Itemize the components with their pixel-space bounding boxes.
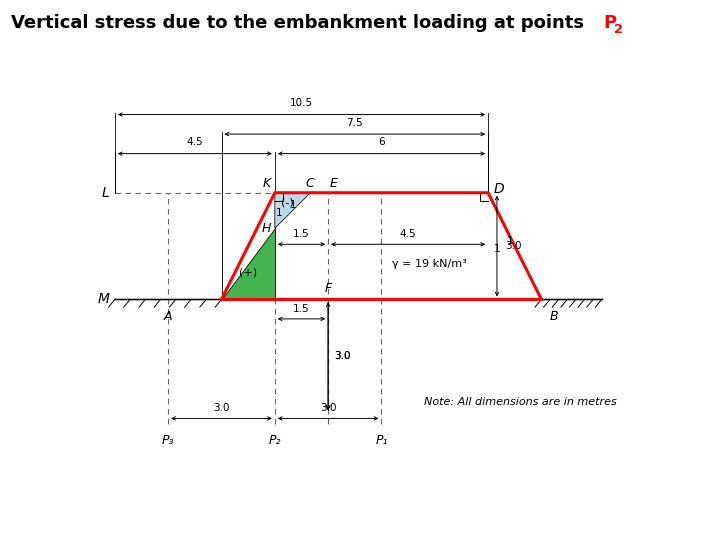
Text: 10.5: 10.5	[290, 98, 313, 108]
Text: M: M	[97, 292, 109, 306]
Polygon shape	[222, 228, 275, 299]
Text: 3.0: 3.0	[320, 403, 336, 413]
Text: 1.5: 1.5	[293, 229, 310, 239]
Text: Note: All dimensions are in metres: Note: All dimensions are in metres	[424, 397, 617, 407]
Text: P₃: P₃	[162, 434, 174, 448]
Text: 6: 6	[378, 137, 384, 147]
Text: K: K	[262, 177, 271, 190]
Text: 7.5: 7.5	[346, 118, 363, 127]
Text: γ = 19 kN/m³: γ = 19 kN/m³	[392, 259, 467, 269]
Text: 3.0: 3.0	[213, 403, 230, 413]
Text: 3.0: 3.0	[335, 351, 351, 361]
Text: 3.0: 3.0	[505, 241, 521, 251]
Text: 1.5: 1.5	[293, 303, 310, 314]
Text: D: D	[493, 182, 504, 196]
Text: P₂: P₂	[269, 434, 281, 448]
Text: (-): (-)	[281, 198, 294, 208]
Text: 1: 1	[290, 200, 297, 210]
Text: 2: 2	[614, 23, 623, 36]
Text: P: P	[603, 14, 616, 31]
Text: (+): (+)	[239, 268, 257, 278]
Text: 4.5: 4.5	[400, 229, 416, 239]
Text: L: L	[102, 186, 109, 200]
Text: E: E	[330, 177, 338, 190]
Text: 3.0: 3.0	[335, 351, 351, 361]
Text: 1: 1	[494, 244, 500, 254]
Text: 1: 1	[507, 236, 513, 246]
Text: C: C	[305, 177, 314, 190]
Text: F: F	[325, 282, 332, 295]
Text: Vertical stress due to the embankment loading at points: Vertical stress due to the embankment lo…	[11, 14, 590, 31]
Text: 4.5: 4.5	[186, 137, 203, 147]
Text: A: A	[164, 310, 173, 323]
Text: P₁: P₁	[375, 434, 387, 448]
Polygon shape	[275, 193, 310, 228]
Text: B: B	[549, 310, 558, 323]
Text: H: H	[261, 222, 271, 235]
Text: 1: 1	[276, 208, 282, 218]
